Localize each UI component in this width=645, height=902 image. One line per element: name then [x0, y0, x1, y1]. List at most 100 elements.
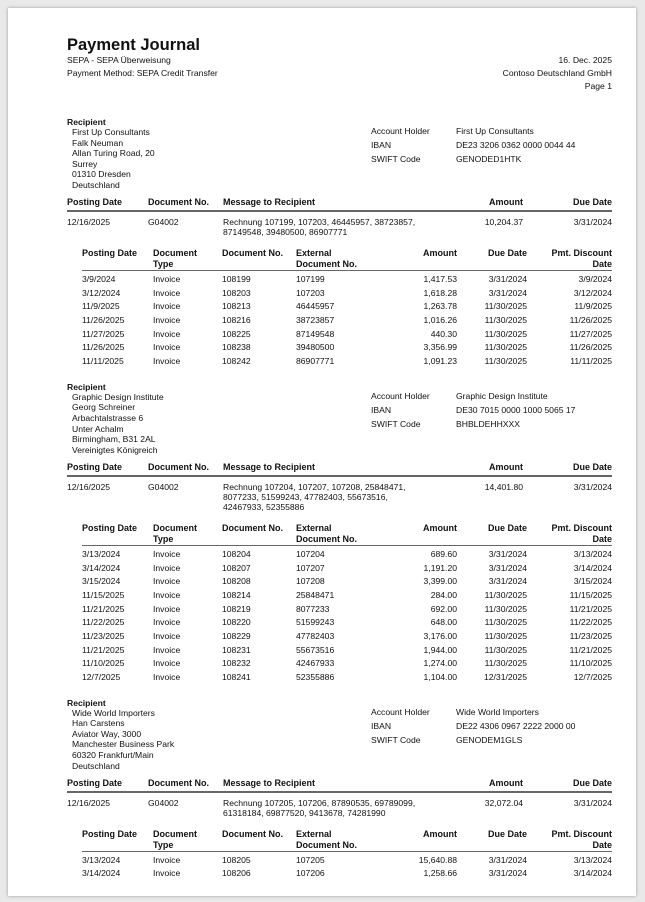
payment-row: 12/16/2025 G04002 Rechnung 107199, 107203,… — [67, 212, 612, 242]
entry-cell: 1,263.78 — [423, 301, 457, 312]
account-holder-value: First Up Consultants — [456, 126, 534, 136]
column-header: Amount — [423, 248, 457, 259]
entry-cell: Invoice — [153, 548, 181, 559]
entry-row: 11/21/2025 Invoice 108231 55673516 1,944.00 1… — [82, 644, 612, 658]
entry-cell: 3/9/2024 — [578, 274, 612, 284]
entry-cell: 1,191.20 — [423, 562, 457, 573]
entry-cell: Invoice — [153, 854, 181, 865]
entry-cell: 15,640.88 — [418, 854, 457, 865]
column-header: Message to Recipient — [223, 197, 316, 207]
entry-cell: 3/9/2024 — [82, 274, 116, 284]
entry-cell: 55673516 — [296, 644, 335, 655]
entry-cell: 3/13/2024 — [82, 854, 121, 865]
recipient-label: Recipient — [67, 381, 106, 392]
entry-cell: Invoice — [153, 315, 181, 326]
entry-row: 11/21/2025 Invoice 108219 8077233 692.00 11/3… — [82, 603, 612, 617]
recipient-block: Wide World Importers Han Carstens Aviator … — [67, 706, 612, 774]
message-line: 42467933, 52355886 — [223, 501, 305, 512]
entry-cell: 3,176.00 — [423, 630, 457, 641]
column-header-line: External — [296, 828, 332, 839]
entry-cell: Invoice — [153, 562, 181, 573]
entries-header-row: Posting Date Document Type Document No. Exte… — [82, 248, 612, 271]
iban-value: DE30 7015 0000 1000 5065 17 — [456, 404, 576, 415]
entry-row: 3/15/2024 Invoice 108208 107208 3,399.00 3/31… — [82, 575, 612, 589]
entry-cell: 86907771 — [296, 356, 335, 367]
entry-cell: 11/30/2025 — [484, 658, 527, 669]
account-holder-label: Account Holder — [371, 390, 430, 401]
entry-cell: 3/12/2024 — [82, 287, 121, 298]
entry-cell: 11/30/2025 — [484, 301, 527, 312]
entry-cell: 1,944.00 — [423, 644, 457, 655]
entry-cell: 12/7/2025 — [573, 672, 612, 682]
entry-cell: 11/30/2025 — [484, 328, 527, 339]
amount-cell: 10,204.37 — [484, 217, 523, 227]
column-header: Document No. — [148, 777, 210, 788]
posting-date-cell: 12/16/2025 — [67, 797, 111, 808]
swift-code-label: SWIFT Code — [371, 154, 421, 164]
entry-cell: 11/11/2025 — [570, 356, 612, 367]
entry-cell: Invoice — [153, 576, 181, 587]
column-header: Due Date — [572, 777, 612, 788]
entry-cell: 108206 — [222, 868, 251, 879]
message-to-recipient: Rechnung 107204, 107207, 107208, 2584847… — [223, 482, 406, 512]
recipient-label: Recipient — [67, 117, 106, 127]
entry-row: 11/22/2025 Invoice 108220 51599243 648.00 11/… — [82, 616, 612, 630]
address-line: Unter Achalm — [72, 423, 124, 434]
column-header-line: Type — [153, 839, 174, 850]
entry-cell: 108242 — [222, 356, 251, 367]
entry-row: 11/26/2025 Invoice 108238 39480500 3,356.99 1… — [82, 341, 612, 355]
column-header-line: Document No. — [222, 828, 284, 839]
report-content: Payment Journal SEPA - SEPA Überweisung 1… — [67, 36, 612, 881]
entry-cell: Invoice — [153, 301, 181, 312]
recipient-block: Graphic Design Institute Georg Schreiner A… — [67, 390, 612, 458]
entry-cell: 11/15/2025 — [569, 589, 612, 600]
entry-cell: 3/13/2024 — [82, 548, 121, 559]
entry-cell: 11/22/2025 — [82, 617, 125, 628]
address-line: Deutschland — [72, 179, 120, 190]
account-holder-value: Wide World Importers — [456, 706, 539, 717]
payment-header-row: Posting Date Document No. Message to Recip… — [67, 778, 612, 793]
entry-cell: Invoice — [153, 644, 181, 655]
address-line: Allan Turing Road, 20 — [72, 148, 155, 159]
entry-cell: 3/31/2024 — [488, 854, 527, 865]
entry-cell: 107199 — [296, 274, 325, 284]
column-header-line: Pmt. Discount — [551, 248, 612, 258]
address-line: First Up Consultants — [72, 127, 150, 137]
column-header-line: Date — [592, 533, 612, 544]
column-header: Document No. — [222, 523, 283, 534]
entry-row: 3/12/2024 Invoice 108203 107203 1,618.28 3/31… — [82, 287, 612, 301]
column-header: Posting Date — [82, 523, 137, 534]
payment-row: 12/16/2025 G04002 Rechnung 107205, 107206,… — [67, 793, 612, 823]
entry-cell: 107203 — [296, 287, 325, 298]
entry-cell: 3,356.99 — [423, 342, 457, 353]
entry-cell: Invoice — [153, 274, 181, 284]
column-header: Due Date — [572, 461, 612, 472]
iban-value: DE23 3206 0362 0000 0044 44 — [456, 140, 576, 150]
message-line: Rechnung 107205, 107206, 87890535, 69789… — [223, 797, 416, 808]
entry-cell: 8077233 — [296, 603, 330, 614]
entry-row: 11/10/2025 Invoice 108232 42467933 1,274.00 1… — [82, 657, 612, 671]
entry-cell: Invoice — [153, 589, 181, 600]
entry-cell: Invoice — [153, 356, 181, 367]
entry-cell: 11/30/2025 — [484, 644, 527, 655]
entry-cell: Invoice — [153, 630, 181, 641]
entry-cell: 11/30/2025 — [484, 589, 527, 600]
column-header-line: External — [296, 248, 332, 258]
entry-cell: 25848471 — [296, 589, 335, 600]
report-title: Payment Journal — [67, 36, 200, 54]
address-line: Aviator Way, 3000 — [72, 728, 142, 739]
entry-cell: 108229 — [222, 630, 251, 641]
address-line: Wide World Importers — [72, 707, 155, 718]
payment-row: 12/16/2025 G04002 Rechnung 107204, 107207,… — [67, 477, 612, 517]
entry-cell: 108214 — [222, 589, 251, 600]
payment-header-row: Posting Date Document No. Message to Recip… — [67, 197, 612, 212]
column-header: Posting Date — [67, 197, 123, 207]
column-header-line: Document No. — [222, 522, 284, 533]
column-header-line: Document No. — [296, 259, 358, 269]
entry-cell: 1,104.00 — [423, 672, 457, 682]
entry-cell: 3/14/2024 — [82, 868, 121, 879]
entry-cell: Invoice — [153, 287, 181, 298]
recipient-address: Wide World Importers Han Carstens Aviator … — [67, 708, 612, 772]
swift-code-value: GENODED1HTK — [456, 154, 522, 164]
column-header-line: Document No. — [296, 533, 358, 544]
